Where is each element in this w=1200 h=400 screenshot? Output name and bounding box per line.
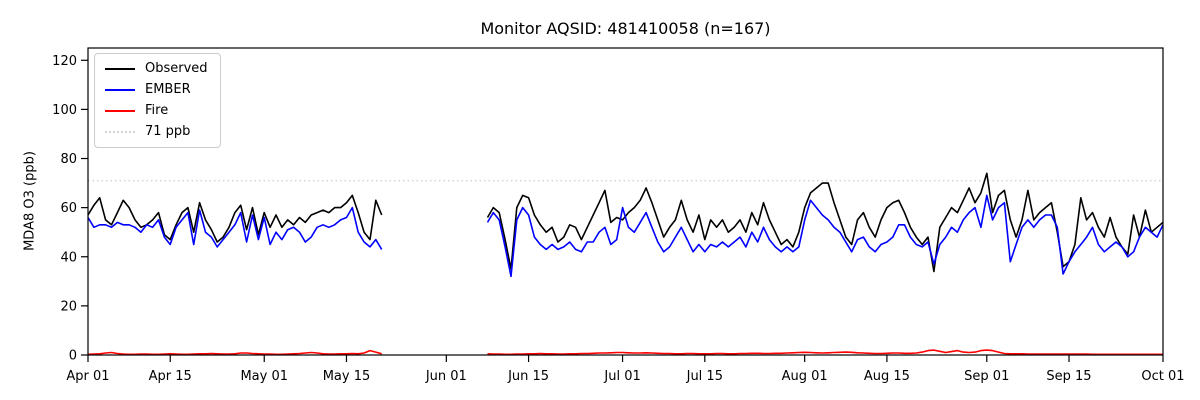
x-tick-label: May 01	[240, 369, 288, 384]
legend-item-observed: Observed	[105, 62, 208, 76]
legend: Observed EMBER Fire 71 ppb	[94, 53, 221, 148]
x-tick-label: Jul 15	[686, 369, 723, 384]
x-tick-label: May 15	[323, 369, 371, 384]
series-line-fire-seg1	[87, 349, 382, 356]
y-tick-label: 0	[69, 349, 77, 364]
x-tick-label: Aug 01	[782, 369, 828, 384]
legend-item-fire: Fire	[105, 104, 208, 118]
series-line-observed-seg2	[486, 172, 1164, 273]
series-line-observed-seg1	[87, 194, 383, 243]
x-tick-label: Jul 01	[603, 369, 640, 384]
legend-line-sample	[105, 68, 135, 70]
series-line-fire-seg2	[487, 349, 1163, 356]
legend-line-sample	[105, 89, 135, 91]
x-tick-label: Sep 15	[1046, 369, 1091, 384]
x-tick-label: Apr 15	[149, 369, 192, 384]
legend-label: Observed	[145, 61, 208, 76]
x-tick-label: Jun 01	[425, 369, 467, 384]
x-tick-label: Apr 01	[66, 369, 109, 384]
y-tick-label: 60	[60, 201, 77, 216]
legend-label: Fire	[145, 103, 169, 118]
y-tick-label: 100	[52, 103, 77, 118]
plot-border	[87, 47, 1164, 356]
legend-label: 71 ppb	[145, 124, 191, 139]
y-tick-label: 120	[52, 54, 77, 69]
y-tick-label: 40	[60, 250, 77, 265]
series-line-ember-seg1	[87, 206, 383, 250]
chart-title: Monitor AQSID: 481410058 (n=167)	[480, 19, 771, 38]
y-tick-label: 80	[60, 152, 77, 167]
series-line-ember-seg2	[486, 194, 1164, 278]
legend-item-71-ppb: 71 ppb	[105, 125, 208, 139]
x-tick-label: Oct 01	[1141, 369, 1184, 384]
legend-line-sample	[105, 131, 135, 133]
legend-label: EMBER	[145, 82, 191, 97]
x-tick-label: Sep 01	[964, 369, 1009, 384]
legend-line-sample	[105, 110, 135, 112]
x-tick-label: Aug 15	[864, 369, 910, 384]
legend-item-ember: EMBER	[105, 83, 208, 97]
y-tick-label: 20	[60, 299, 77, 314]
x-tick-label: Jun 15	[507, 369, 549, 384]
